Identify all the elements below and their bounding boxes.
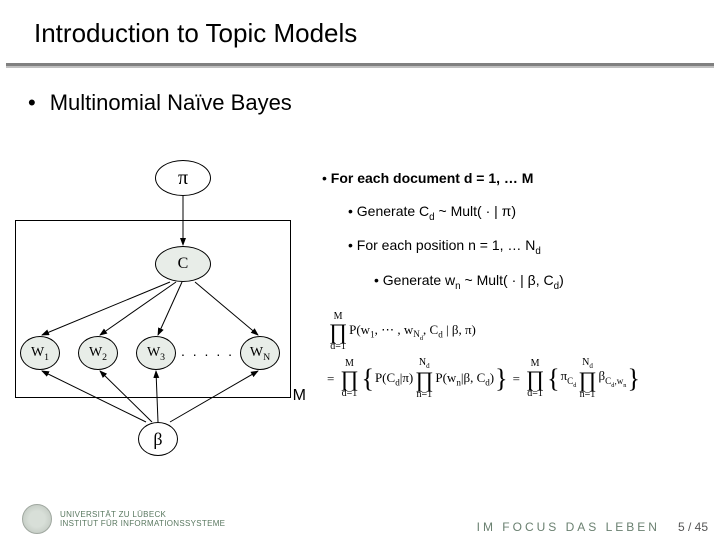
node-w1-label: W — [31, 345, 44, 360]
gp-l4b: ~ Mult( · | β, C — [461, 272, 554, 288]
prod-bot: d=1 — [330, 342, 346, 352]
f2b1: P(w — [435, 370, 456, 385]
prod-icon: Nd ∏ n=1 — [578, 358, 596, 400]
node-w1-sub: 1 — [44, 352, 49, 363]
footer: UNIVERSITÄT ZU LÜBECK INSTITUT FÜR INFOR… — [0, 498, 720, 534]
node-w3: W3 — [136, 336, 176, 370]
node-w3-sub: 3 — [160, 352, 165, 363]
f1a: P(w — [349, 322, 370, 337]
gp-l4c: ) — [559, 272, 564, 288]
f1-body: P(w1, ⋯ , wNd, Cd | β, π) — [349, 322, 476, 342]
generative-process-text: • For each document d = 1, … M • Generat… — [322, 168, 692, 304]
node-wN-sub: N — [263, 352, 270, 363]
footer-slogan: IM FOCUS DAS LEBEN — [477, 520, 660, 534]
diagram: M π C W1 W2 W3 . . . . . WN β • For each… — [20, 160, 700, 480]
gp-l3: For each position n = 1, … N — [357, 237, 536, 253]
f2c: πCd — [561, 368, 577, 388]
formula-block: M ∏ d=1 P(w1, ⋯ , wNd, Cd | β, π) = M ∏ … — [327, 312, 641, 406]
f2a2: |π) — [400, 370, 414, 385]
f2b3: ) — [490, 370, 494, 385]
node-C: C — [155, 246, 211, 282]
prod-icon: M ∏ d=1 — [340, 359, 358, 399]
f2b2: |β, C — [461, 370, 485, 385]
uni-line2: INSTITUT FÜR INFORMATIONSSYSTEME — [60, 519, 225, 528]
page-title: Introduction to Topic Models — [0, 0, 720, 49]
f2b: P(wn|β, Cd) — [435, 370, 494, 388]
node-pi: π — [155, 160, 211, 196]
lbrace-icon: { — [547, 370, 559, 388]
f1b: , ⋯ , w — [375, 322, 414, 337]
seal-icon — [22, 504, 52, 534]
gp-line-2: • Generate Cd ~ Mult( · | π) — [348, 201, 692, 225]
gp-l4a: Generate w — [383, 272, 455, 288]
gp-line-4: • Generate wn ~ Mult( · | β, Cd) — [374, 270, 692, 294]
node-w3-label: W — [147, 345, 160, 360]
f2d: βCd,wn — [599, 368, 627, 388]
p4b: d=1 — [527, 389, 543, 399]
eq2: = — [513, 371, 520, 387]
rbrace-icon: } — [495, 370, 507, 388]
p5b: n=1 — [580, 390, 596, 400]
footer-right: IM FOCUS DAS LEBEN 5 / 45 — [477, 520, 708, 534]
bullet-text: Multinomial Naïve Bayes — [50, 90, 292, 116]
formula-row-2: = M ∏ d=1 { P(Cd|π) Nd ∏ n=1 P(wn|β, Cd)… — [327, 358, 641, 400]
gp-line-1-text: For each document d = 1, … M — [331, 170, 534, 186]
prod-icon: M ∏ d=1 — [329, 312, 347, 352]
gp-line-1: • For each document d = 1, … M — [322, 168, 692, 189]
formula-row-1: M ∏ d=1 P(w1, ⋯ , wNd, Cd | β, π) — [327, 312, 641, 352]
bullet-dot-icon: • — [28, 90, 36, 116]
node-wN-label: W — [250, 345, 263, 360]
node-beta: β — [138, 422, 178, 456]
p3b: n=1 — [416, 390, 432, 400]
plate-M: M — [15, 220, 291, 398]
university-logo: UNIVERSITÄT ZU LÜBECK INSTITUT FÜR INFOR… — [22, 504, 225, 534]
node-w2: W2 — [78, 336, 118, 370]
node-w2-label: W — [89, 345, 102, 360]
main-bullet: • Multinomial Naïve Bayes — [0, 68, 720, 116]
f1c: , C — [423, 322, 438, 337]
p2b: d=1 — [342, 389, 358, 399]
node-w2-sub: 2 — [102, 352, 107, 363]
plate-M-label: M — [293, 387, 306, 405]
f1d: | β, π) — [443, 322, 476, 337]
eq-icon: = — [327, 371, 334, 387]
f2a: P(Cd|π) — [375, 370, 413, 388]
gp-l2a: Generate C — [357, 203, 429, 219]
university-text: UNIVERSITÄT ZU LÜBECK INSTITUT FÜR INFOR… — [60, 510, 225, 528]
page-number: 5 / 45 — [678, 520, 708, 534]
prod-icon: M ∏ d=1 — [526, 359, 544, 399]
node-w-ellipsis: . . . . . — [181, 343, 234, 359]
prod-icon: Nd ∏ n=1 — [415, 358, 433, 400]
rbrace-icon: } — [627, 370, 639, 388]
node-wN: WN — [240, 336, 280, 370]
gp-l2b: ~ Mult( · | π) — [435, 203, 516, 219]
gp-line-3: • For each position n = 1, … Nd — [348, 235, 692, 259]
node-w1: W1 — [20, 336, 60, 370]
uni-line1: UNIVERSITÄT ZU LÜBECK — [60, 510, 225, 519]
lbrace-icon: { — [361, 370, 373, 388]
f2a1: P(C — [375, 370, 395, 385]
